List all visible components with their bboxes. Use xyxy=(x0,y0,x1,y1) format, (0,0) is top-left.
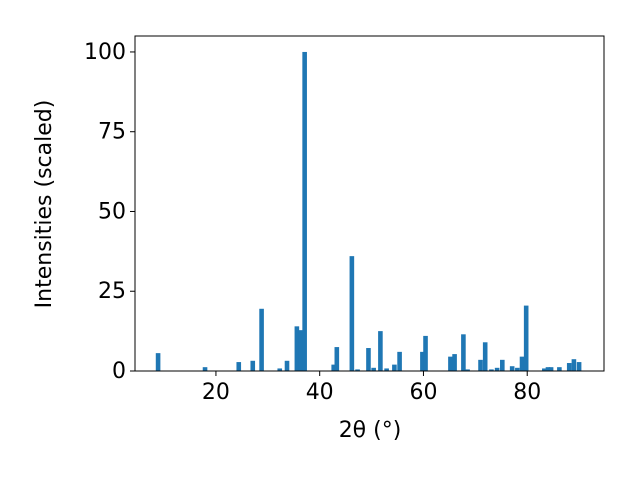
bar xyxy=(259,308,264,371)
bar xyxy=(576,362,582,371)
y-tick-label: 0 xyxy=(112,359,126,384)
x-tick-label: 20 xyxy=(202,380,230,405)
bar xyxy=(509,366,515,371)
bar xyxy=(515,367,520,371)
bar xyxy=(461,334,466,371)
bar xyxy=(378,331,383,371)
bar xyxy=(384,368,389,371)
bar xyxy=(294,326,300,371)
bar xyxy=(420,351,425,371)
x-axis-label: 2θ (°) xyxy=(339,418,402,443)
bar xyxy=(355,369,360,371)
bar xyxy=(448,356,453,371)
bar xyxy=(334,347,340,371)
bar xyxy=(523,305,529,371)
x-tick-label: 80 xyxy=(513,380,541,405)
bar xyxy=(571,359,577,371)
bar xyxy=(331,364,337,371)
plot-frame xyxy=(134,35,605,372)
bar xyxy=(500,359,505,371)
y-tick-label: 75 xyxy=(98,120,126,145)
bar xyxy=(478,359,483,371)
bar xyxy=(236,362,242,371)
bar xyxy=(366,348,371,371)
bar xyxy=(557,367,562,371)
bar xyxy=(392,364,397,371)
bar xyxy=(298,330,304,371)
bar xyxy=(482,342,488,371)
bar xyxy=(452,354,457,371)
bar xyxy=(423,335,428,371)
bar xyxy=(250,360,256,371)
bar xyxy=(371,367,376,371)
bar xyxy=(494,367,500,371)
bar xyxy=(489,369,494,371)
bar xyxy=(566,363,572,371)
bar xyxy=(397,351,402,371)
bar xyxy=(542,368,547,371)
x-tick-label: 40 xyxy=(306,380,334,405)
bar xyxy=(155,353,161,371)
x-tick-label: 60 xyxy=(409,380,437,405)
bar xyxy=(349,256,355,371)
y-tick-label: 100 xyxy=(84,40,126,65)
bar xyxy=(202,367,208,371)
y-axis-label: Intensities (scaled) xyxy=(32,100,57,309)
bar xyxy=(465,369,470,371)
bar xyxy=(302,51,307,371)
bar xyxy=(284,360,290,371)
y-tick-label: 50 xyxy=(98,199,126,224)
bar xyxy=(548,367,554,371)
bar xyxy=(519,356,525,371)
y-tick-label: 25 xyxy=(98,279,126,304)
bar xyxy=(277,368,283,371)
bar xyxy=(545,367,551,371)
